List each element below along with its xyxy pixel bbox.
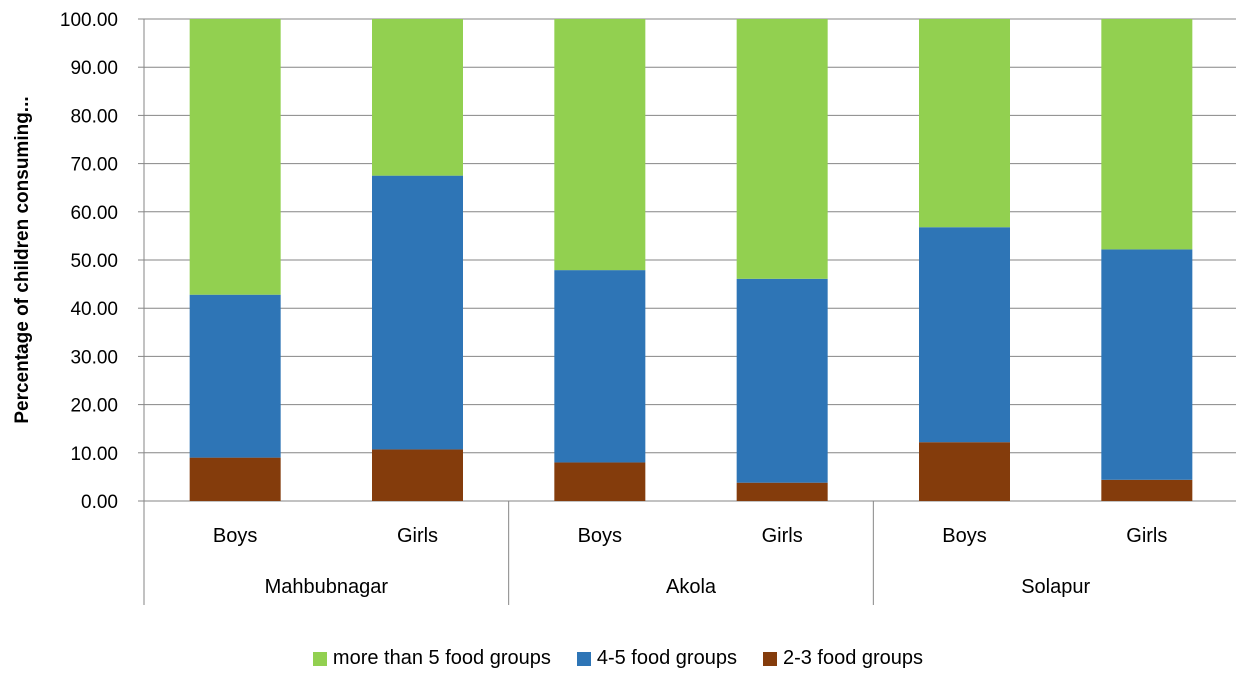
- bar-segment: [372, 175, 463, 450]
- legend-label: more than 5 food groups: [332, 647, 551, 669]
- legend-label: 4-5 food groups: [596, 647, 737, 669]
- x-category-label: Boys: [578, 525, 622, 547]
- bar-segment: [372, 19, 463, 176]
- bar-segment: [736, 278, 828, 483]
- bar-segment: [189, 294, 281, 458]
- y-tick-label: 40.00: [70, 299, 118, 320]
- y-tick-label: 30.00: [70, 347, 118, 368]
- y-tick-label: 0.00: [81, 492, 118, 513]
- x-group-label: Solapur: [1021, 576, 1090, 598]
- bar-segment: [554, 462, 646, 501]
- y-tick-label: 10.00: [70, 444, 118, 465]
- y-tick-label: 20.00: [70, 396, 118, 417]
- bar-segment: [919, 19, 1010, 228]
- bar-segment: [1101, 479, 1193, 501]
- legend-label: 2-3 food groups: [782, 647, 924, 669]
- y-tick-label: 100.00: [60, 10, 118, 31]
- legend-item: more than 5 food groups: [312, 647, 551, 670]
- legend-swatch: [762, 651, 777, 666]
- bar-segment: [372, 449, 463, 501]
- y-tick-label: 80.00: [70, 106, 118, 127]
- legend-item: 2-3 food groups: [762, 647, 924, 670]
- y-tick-label: 60.00: [70, 203, 118, 224]
- x-category-label: Girls: [762, 525, 803, 547]
- bar-segment: [189, 19, 281, 295]
- x-category-label: Girls: [1126, 525, 1167, 547]
- x-category-label: Boys: [942, 525, 986, 547]
- bar-segment: [1101, 249, 1193, 480]
- bar-segment: [554, 270, 646, 463]
- x-group-label: Mahbubnagar: [265, 576, 389, 598]
- gridlines: [144, 18, 1236, 502]
- x-category-label: Girls: [397, 525, 438, 547]
- axes: 0.00 10.00 20.00 30.00 40.00 50.00 60.00 70.00 8…: [60, 10, 1167, 605]
- y-tick-label: 50.00: [70, 251, 118, 272]
- bar-segment: [736, 482, 828, 501]
- y-axis-title: Percentage of children consuming...: [12, 96, 33, 423]
- chart: 0.00 10.00 20.00 30.00 40.00 50.00 60.00 70.00 8…: [12, 10, 1236, 605]
- y-tick-label: 90.00: [70, 58, 118, 79]
- x-category-label: Boys: [213, 525, 257, 547]
- y-tick-label: 70.00: [70, 155, 118, 176]
- bars: [189, 19, 1193, 501]
- bar-segment: [189, 457, 281, 501]
- bar-segment: [1101, 19, 1193, 250]
- legend-swatch: [576, 651, 591, 666]
- x-group-label: Akola: [666, 576, 717, 598]
- legend-item: 4-5 food groups: [576, 647, 737, 670]
- bar-segment: [919, 227, 1010, 443]
- bar-segment: [736, 19, 828, 279]
- bar-segment: [554, 19, 646, 271]
- bar-segment: [919, 442, 1010, 501]
- legend-swatch: [312, 651, 327, 666]
- legend: more than 5 food groups 4-5 food groups 2-…: [0, 647, 1236, 670]
